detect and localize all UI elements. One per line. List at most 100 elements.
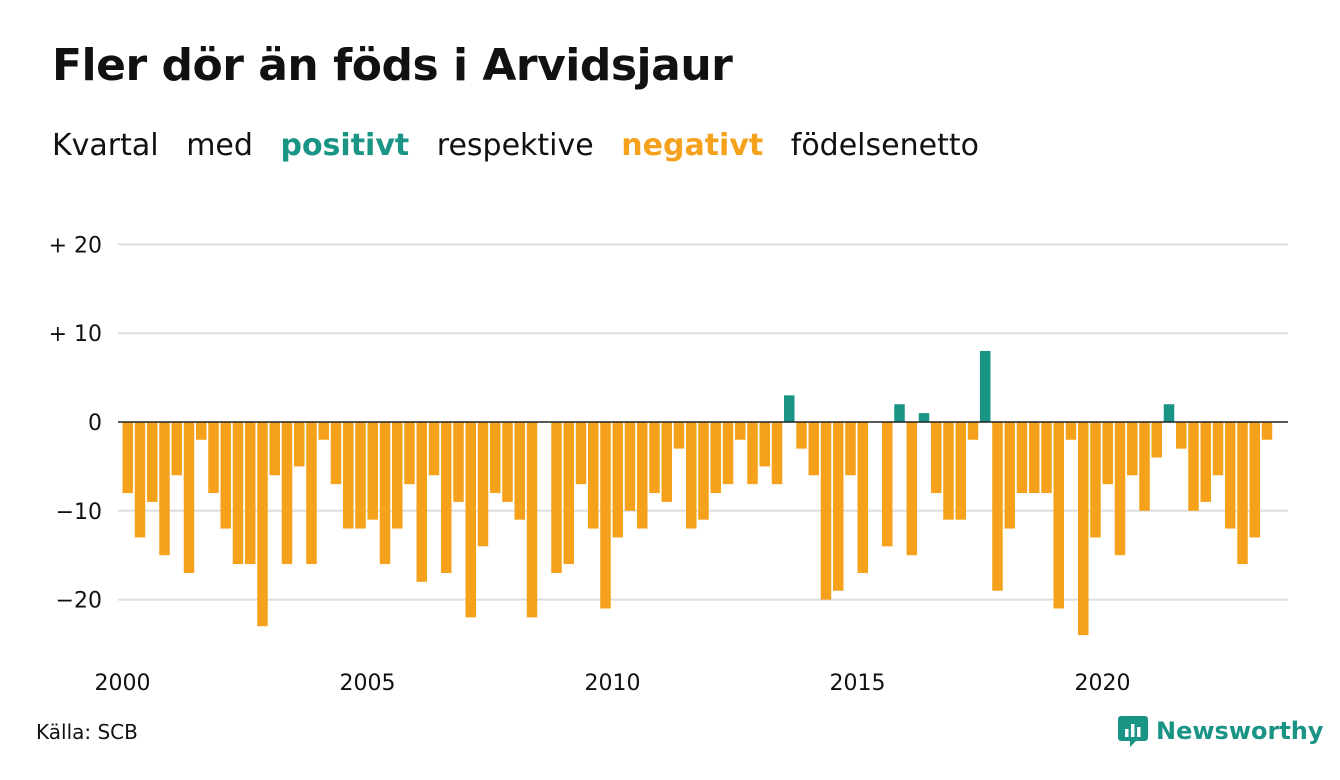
bar <box>1188 422 1199 511</box>
bar <box>845 422 856 476</box>
x-tick-label: 2000 <box>95 671 151 696</box>
bar <box>967 422 979 440</box>
subtitle-word: Kvartal <box>52 128 159 163</box>
bar <box>1029 422 1040 494</box>
subtitle-word: respektive <box>436 128 594 163</box>
bar <box>784 395 795 422</box>
bar <box>943 422 954 520</box>
x-tick-label: 2015 <box>830 671 886 696</box>
bar <box>330 422 342 485</box>
bar <box>1004 422 1015 529</box>
bar <box>477 422 489 547</box>
chart-subtitle: Kvartal med positivt respektive negativt… <box>52 128 997 163</box>
bar <box>514 422 525 520</box>
bar <box>563 422 574 565</box>
bar <box>882 422 893 547</box>
bar <box>1249 422 1260 538</box>
bar <box>612 422 623 538</box>
bar <box>1016 422 1028 494</box>
y-tick-label: + 20 <box>49 233 102 258</box>
bar <box>894 404 905 422</box>
bar <box>661 422 672 502</box>
subtitle-word: med <box>186 128 253 163</box>
bar <box>232 422 244 565</box>
bar <box>857 422 868 573</box>
x-tick-label: 2020 <box>1075 671 1131 696</box>
bar <box>343 422 354 529</box>
bar <box>392 422 403 529</box>
bar <box>710 422 721 494</box>
y-tick-label: + 10 <box>49 322 102 347</box>
bar <box>637 422 648 529</box>
bar <box>281 422 293 565</box>
bar <box>257 422 268 627</box>
bar <box>306 422 317 565</box>
bar <box>722 422 734 485</box>
bar <box>624 422 636 511</box>
bar <box>1176 422 1187 449</box>
bar <box>122 422 133 494</box>
bar <box>1065 422 1077 440</box>
y-tick-label: −20 <box>56 589 102 614</box>
subtitle-negative-label: negativt <box>621 128 764 163</box>
bar <box>931 422 942 494</box>
bar <box>171 422 182 476</box>
bar <box>1090 422 1101 538</box>
bar <box>1127 422 1138 476</box>
bar <box>551 422 562 573</box>
bar <box>441 422 452 573</box>
y-tick-label: 0 <box>88 411 102 436</box>
bar <box>220 422 231 529</box>
bar <box>1041 422 1052 494</box>
bar <box>159 422 170 556</box>
bar <box>416 422 427 582</box>
bar <box>686 422 697 529</box>
bar <box>1212 422 1224 476</box>
chart-title: Fler dör än föds i Arvidsjaur <box>52 40 733 91</box>
bar <box>208 422 219 494</box>
bar <box>588 422 599 529</box>
bar <box>269 422 280 476</box>
x-tick-label: 2010 <box>585 671 641 696</box>
bar <box>918 413 930 422</box>
bar <box>379 422 391 565</box>
bar <box>1200 422 1211 502</box>
bar <box>1163 404 1175 422</box>
bar <box>318 422 329 440</box>
subtitle-word: födelsenetto <box>790 128 979 163</box>
bar <box>404 422 415 485</box>
bar <box>980 350 991 422</box>
bar <box>698 422 709 520</box>
bar <box>906 422 917 556</box>
bar <box>490 422 501 494</box>
bar <box>453 422 464 502</box>
bar <box>808 422 819 476</box>
bar <box>771 422 783 485</box>
bar <box>1053 422 1064 609</box>
bar <box>820 422 832 600</box>
bar <box>1225 422 1236 529</box>
x-tick-label: 2005 <box>340 671 396 696</box>
bar <box>747 422 758 485</box>
bar <box>196 422 207 440</box>
brand-name: Newsworthy <box>1156 717 1324 745</box>
bar <box>992 422 1003 591</box>
bar <box>134 422 146 538</box>
y-tick-label: −10 <box>56 500 102 525</box>
bar <box>673 422 685 449</box>
bar <box>759 422 770 467</box>
brand-logo: Newsworthy <box>1118 714 1324 748</box>
bar <box>1078 422 1089 636</box>
bar <box>355 422 366 529</box>
bar <box>465 422 476 618</box>
bar <box>183 422 195 573</box>
bar <box>1261 422 1273 440</box>
bar <box>367 422 378 520</box>
bar <box>1102 422 1113 485</box>
newsworthy-logo-icon <box>1118 716 1148 747</box>
bar <box>575 422 587 485</box>
bar <box>649 422 660 494</box>
bar <box>428 422 440 476</box>
bar <box>955 422 966 520</box>
